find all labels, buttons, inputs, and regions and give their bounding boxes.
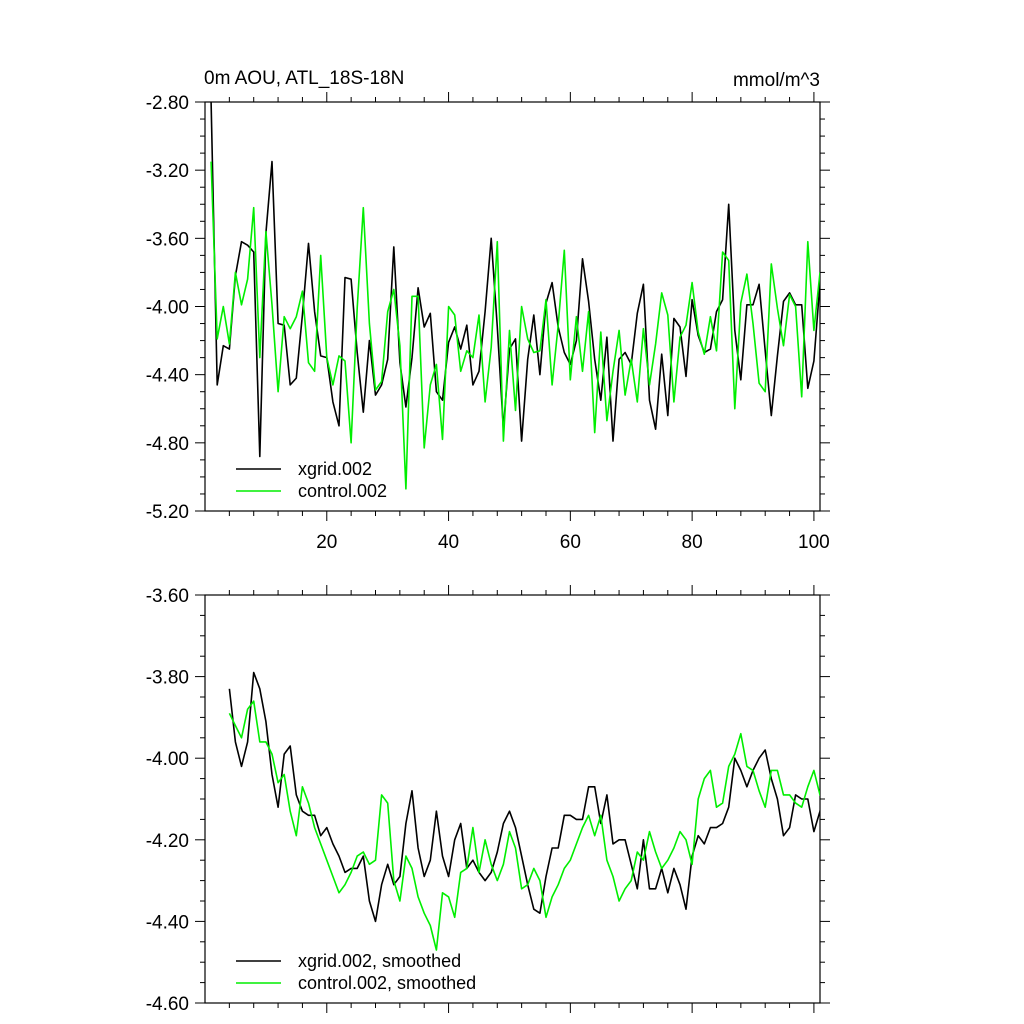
series-line-control: [228, 700, 820, 951]
top-panel: 0m AOU, ATL_18S-18N mmol/m^3 -2.80-3.20-…: [146, 68, 830, 553]
series-line-control: [210, 161, 820, 490]
legend-label-xgrid: xgrid.002: [298, 459, 372, 479]
x-tick-label: 40: [438, 532, 459, 553]
y-tick-label: -5.20: [146, 502, 189, 523]
y-tick-label: -4.80: [146, 434, 189, 455]
y-tick-label: -4.00: [146, 749, 189, 770]
top-plot-area: -2.80 -3.20 -3.60 -4.00 -4.40 -4.80 -5.20 20 40 6…: [146, 92, 830, 553]
top-chart-title: 0m AOU, ATL_18S-18N: [204, 68, 404, 89]
x-tick-label: 100: [798, 532, 830, 553]
y-tick-label: -3.60: [146, 586, 189, 607]
y-tick-label: -4.40: [146, 366, 189, 387]
legend-label-control: control.002: [298, 481, 387, 501]
y-tick-label: -3.60: [146, 229, 189, 250]
y-tick-label: -3.20: [146, 161, 189, 182]
y-tick-label: -4.00: [146, 298, 189, 319]
y-tick-label: -2.80: [146, 93, 189, 114]
y-tick-label: -3.80: [146, 668, 189, 689]
x-tick-label: 80: [682, 532, 703, 553]
x-tick-label: 20: [316, 532, 337, 553]
legend-label-control: control.002, smoothed: [298, 973, 476, 993]
plot-frame: [204, 101, 821, 512]
bottom-panel: -3.60 -3.80 -4.00 -4.20 -4.40 -4.60 xgrid.002…: [146, 585, 830, 1015]
top-chart-units: mmol/m^3: [733, 70, 820, 91]
bottom-plot-area: -3.60 -3.80 -4.00 -4.20 -4.40 -4.60: [146, 585, 830, 1015]
legend-label-xgrid: xgrid.002, smoothed: [298, 951, 461, 971]
y-tick-label: -4.60: [146, 994, 189, 1015]
y-tick-label: -4.40: [146, 912, 189, 933]
x-tick-label: 60: [560, 532, 581, 553]
y-tick-label: -4.20: [146, 831, 189, 852]
